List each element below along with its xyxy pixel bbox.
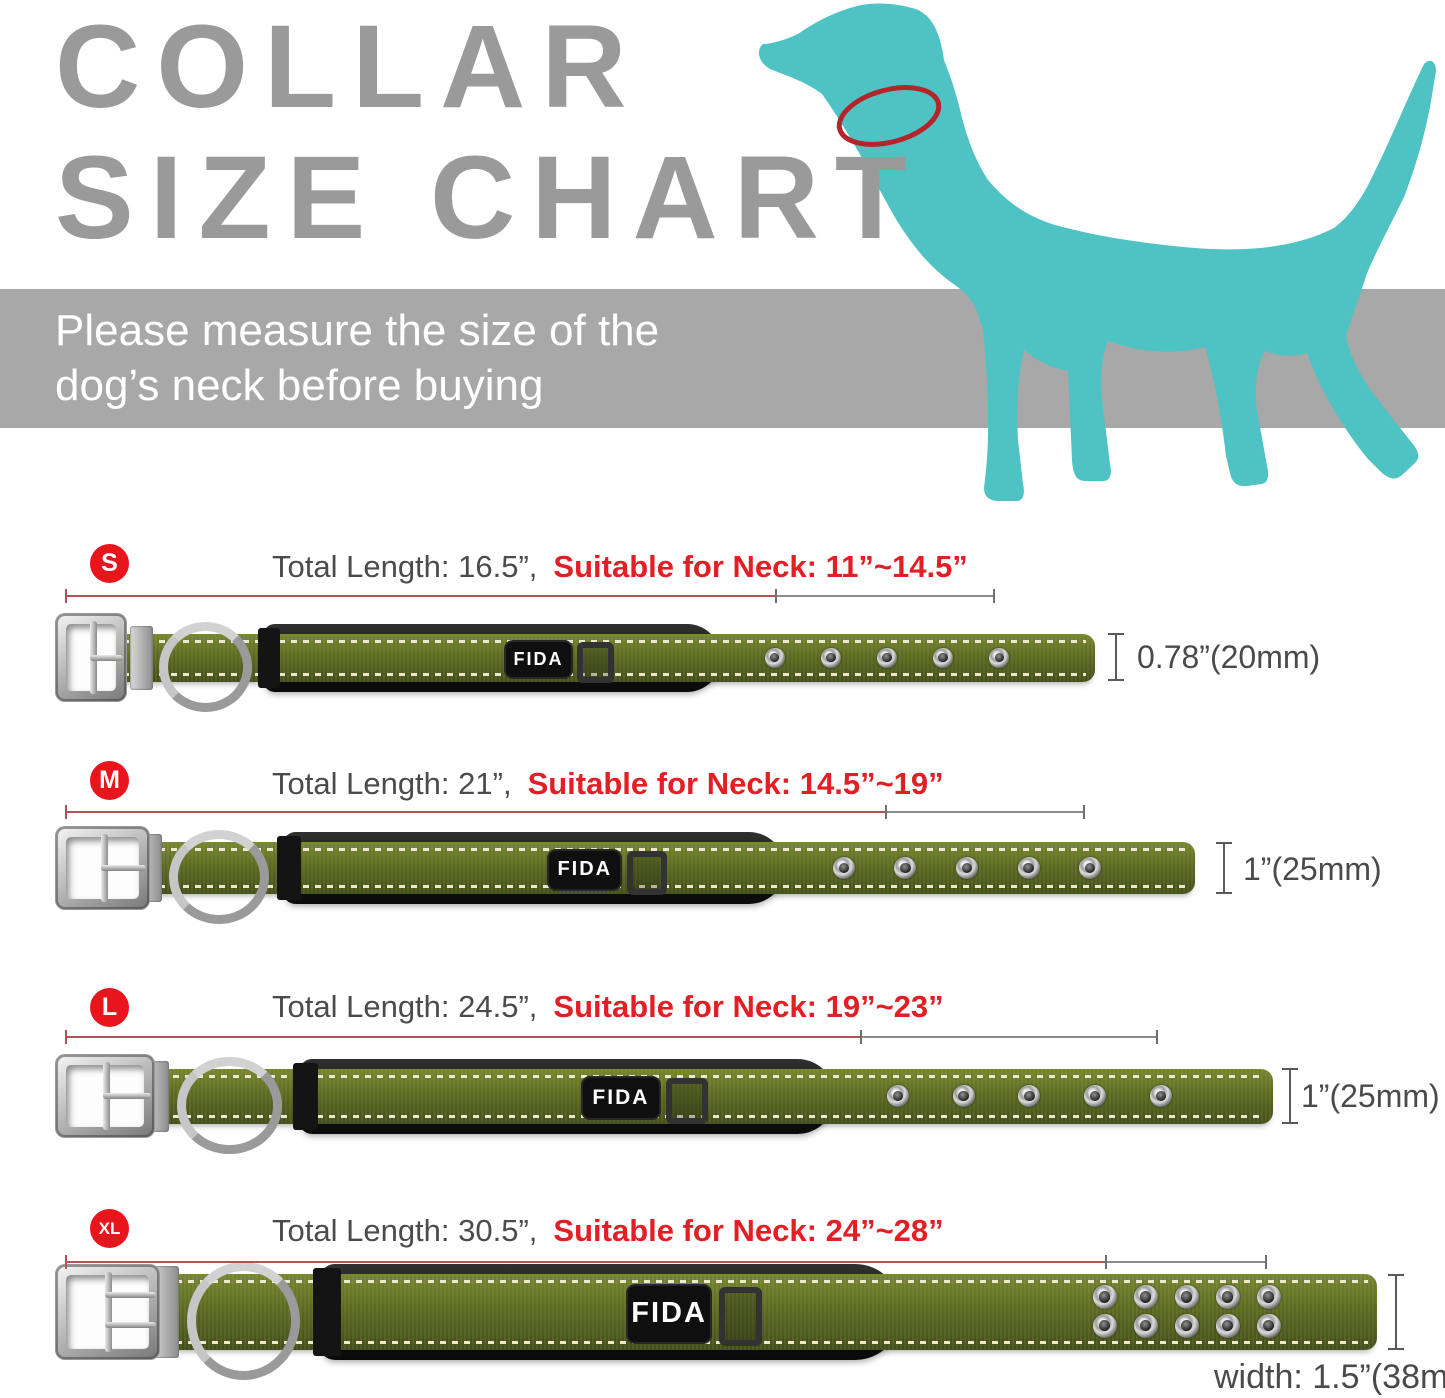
eyelet	[1092, 1313, 1117, 1338]
size-badge-m: M	[90, 761, 129, 800]
eyelet	[1174, 1284, 1199, 1309]
black-keeper-band	[257, 627, 280, 688]
metal-loop	[718, 1286, 763, 1347]
collar-image-l: FIDA	[55, 1046, 1273, 1154]
eyelet	[877, 647, 897, 668]
eyelet	[989, 647, 1010, 668]
eyelet	[1017, 857, 1040, 879]
measure-notice-text: Please measure the size of the dog’s nec…	[55, 303, 659, 413]
d-ring	[187, 1262, 301, 1380]
collar-image-s: FIDA	[55, 605, 1095, 712]
eyelet	[1256, 1284, 1281, 1309]
eyelet	[1215, 1284, 1240, 1309]
buckle-center-bar	[105, 1272, 113, 1352]
eyelet	[820, 647, 841, 668]
d-ring	[169, 830, 270, 924]
width-label-xl: width: 1.5”(38mm)	[1214, 1358, 1445, 1396]
dog-silhouette-graphic	[758, 3, 1436, 501]
measure-notice-line2: dog’s neck before buying	[55, 361, 544, 410]
width-label-s: 0.78”(20mm)	[1137, 639, 1321, 675]
d-ring	[159, 621, 252, 712]
length-measure-line-xl	[65, 1255, 1267, 1269]
metal-buckle	[55, 826, 150, 910]
neck-range-text: Suitable for Neck: 24”~28”	[553, 1213, 944, 1248]
size-badge-l: L	[90, 988, 129, 1027]
metal-buckle	[55, 1054, 155, 1138]
eyelet	[1256, 1313, 1281, 1338]
eyelet	[764, 647, 785, 668]
black-keeper-band	[277, 836, 302, 900]
eyelet	[1084, 1085, 1107, 1107]
brand-patch: FIDA	[504, 639, 573, 680]
eyelet	[952, 1085, 975, 1107]
row-heading-xl: Total Length: 30.5”, Suitable for Neck: 2…	[272, 1213, 944, 1249]
eyelet	[894, 857, 917, 879]
eyelet	[1133, 1284, 1158, 1309]
metal-buckle	[55, 1264, 160, 1360]
total-length-text: Total Length: 24.5”,	[272, 989, 538, 1024]
buckle-prong	[103, 1093, 151, 1099]
metal-buckle	[55, 613, 127, 702]
eyelet	[1092, 1284, 1117, 1309]
eyelet	[886, 1085, 909, 1107]
collar-image-m: FIDA	[55, 818, 1195, 924]
reflective-stitch-bottom	[110, 885, 1186, 888]
reflective-stitch-top	[99, 639, 1086, 643]
width-label-l: 1”(25mm)	[1301, 1078, 1440, 1114]
eyelet	[1133, 1313, 1158, 1338]
width-measure-bar-xl	[1388, 1274, 1404, 1350]
reflective-stitch-top	[113, 1074, 1264, 1078]
brand-patch: FIDA	[581, 1075, 661, 1121]
eyelet	[933, 647, 954, 668]
black-keeper-band	[292, 1062, 319, 1130]
neck-range-text: Suitable for Neck: 11”~14.5”	[553, 549, 968, 584]
neck-measure-ellipse	[836, 85, 942, 147]
metal-keeper	[129, 625, 153, 690]
metal-loop	[577, 641, 615, 684]
eyelet	[1018, 1085, 1041, 1107]
d-ring	[176, 1056, 283, 1154]
buckle-prong	[100, 865, 146, 871]
neck-range-text: Suitable for Neck: 14.5”~19”	[527, 766, 944, 801]
size-badge-s: S	[90, 544, 129, 583]
metal-loop	[666, 1077, 708, 1124]
buckle-prong	[105, 1322, 156, 1329]
total-length-text: Total Length: 16.5”,	[272, 549, 538, 584]
width-label-m: 1”(25mm)	[1243, 851, 1382, 887]
eyelet	[832, 857, 855, 879]
measure-notice-line1: Please measure the size of the	[55, 306, 660, 355]
total-length-text: Total Length: 30.5”,	[272, 1213, 538, 1248]
length-measure-line-s	[65, 589, 995, 603]
total-length-text: Total Length: 21”,	[272, 766, 512, 801]
row-heading-s: Total Length: 16.5”, Suitable for Neck: 1…	[272, 549, 968, 585]
length-measure-line-m	[65, 805, 1085, 819]
black-keeper-band	[312, 1268, 341, 1356]
buckle-prong	[89, 654, 123, 661]
buckle-prong	[105, 1291, 156, 1298]
size-badge-xl: XL	[90, 1209, 129, 1248]
eyelet	[956, 857, 978, 879]
width-measure-bar-l	[1282, 1068, 1298, 1124]
width-measure-bar-m	[1216, 842, 1232, 894]
reflective-stitch-top	[110, 848, 1186, 851]
reflective-stitch-top	[115, 1280, 1368, 1283]
row-heading-l: Total Length: 24.5”, Suitable for Neck: 1…	[272, 989, 944, 1025]
row-heading-m: Total Length: 21”, Suitable for Neck: 14.…	[272, 766, 944, 802]
brand-patch: FIDA	[626, 1283, 713, 1345]
eyelet	[1174, 1313, 1199, 1338]
collar-image-xl: FIDA	[55, 1256, 1377, 1380]
reflective-stitch-bottom	[99, 672, 1086, 676]
page-title: COLLAR SIZE CHART	[55, 2, 923, 264]
reflective-stitch-bottom	[113, 1114, 1264, 1118]
page-title-line1: COLLAR	[55, 1, 643, 133]
neck-range-text: Suitable for Neck: 19”~23”	[553, 989, 944, 1024]
eyelet	[1149, 1085, 1172, 1107]
length-measure-line-l	[65, 1030, 1158, 1044]
eyelet	[1215, 1313, 1240, 1338]
width-measure-bar-s	[1108, 633, 1124, 681]
eyelet	[1079, 857, 1102, 879]
brand-patch: FIDA	[547, 848, 623, 892]
page-title-line2: SIZE CHART	[55, 132, 923, 264]
metal-loop	[627, 850, 667, 896]
